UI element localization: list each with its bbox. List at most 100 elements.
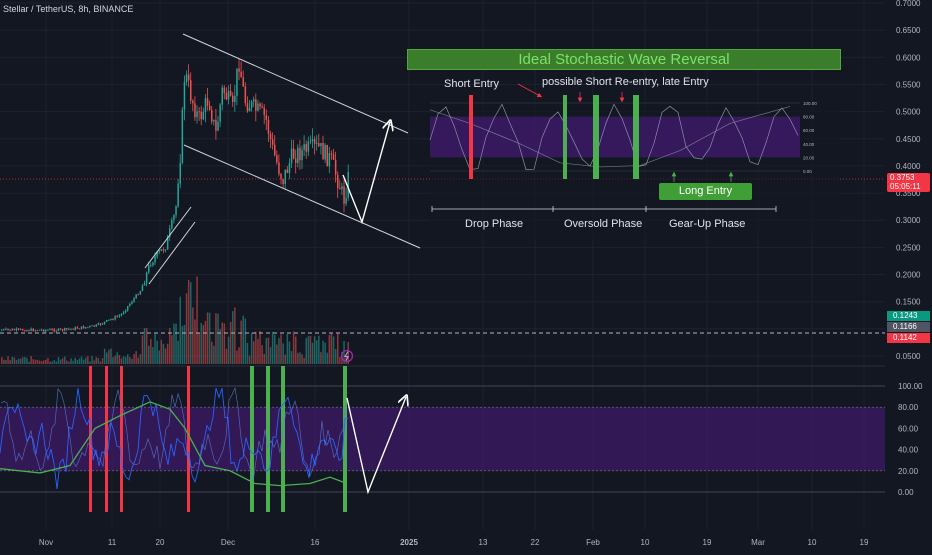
volume-bar bbox=[175, 323, 177, 364]
stoch-tick-label: 20.00 bbox=[898, 467, 919, 476]
volume-bar bbox=[124, 356, 127, 364]
volume-bar bbox=[169, 328, 171, 364]
candle-body bbox=[200, 111, 202, 120]
candle-body bbox=[118, 315, 121, 317]
volume-bar bbox=[280, 334, 282, 364]
candle-body bbox=[282, 179, 284, 185]
candle-body bbox=[175, 206, 177, 216]
candle-body bbox=[148, 265, 150, 273]
candle-body bbox=[112, 319, 114, 320]
volume-bar bbox=[225, 348, 228, 364]
candle-body bbox=[202, 112, 205, 120]
volume-bar bbox=[80, 356, 83, 364]
volume-bar bbox=[257, 338, 259, 364]
candle-body bbox=[55, 330, 58, 332]
volume-bar bbox=[36, 359, 39, 364]
candle-body bbox=[9, 329, 11, 331]
time-tick-label: 13 bbox=[479, 538, 488, 547]
volume-bar bbox=[28, 361, 30, 364]
volume-bar bbox=[320, 351, 322, 364]
volume-bar bbox=[9, 360, 11, 364]
candle-body bbox=[11, 329, 13, 331]
candle-body bbox=[139, 290, 142, 295]
volume-bar bbox=[307, 336, 310, 364]
volume-bar bbox=[217, 313, 219, 364]
volume-bar bbox=[238, 347, 240, 364]
candle-body bbox=[303, 144, 305, 150]
volume-bar bbox=[295, 336, 297, 364]
volume-bar bbox=[322, 340, 324, 364]
inset-tick-label: 60.00 bbox=[803, 128, 815, 133]
candle-body bbox=[307, 141, 310, 152]
candle-body bbox=[154, 256, 156, 263]
candle-body bbox=[290, 148, 293, 164]
candle-body bbox=[192, 100, 194, 104]
candle-body bbox=[1, 329, 3, 331]
candle-body bbox=[334, 159, 337, 175]
candle-body bbox=[261, 106, 263, 108]
price-tick-label: 0.4500 bbox=[896, 135, 921, 144]
volume-bars bbox=[1, 276, 349, 364]
candle-body bbox=[103, 321, 106, 324]
volume-bar bbox=[127, 354, 129, 364]
candle-body bbox=[173, 215, 175, 221]
volume-bar bbox=[248, 355, 251, 364]
candle-body bbox=[326, 144, 328, 167]
volume-bar bbox=[242, 315, 244, 364]
reentry-arrow bbox=[517, 83, 543, 98]
candle-body bbox=[215, 119, 217, 131]
long-signal-bar bbox=[250, 366, 254, 512]
volume-bar bbox=[3, 359, 5, 364]
volume-bar bbox=[347, 342, 349, 364]
stochastic-axis[interactable]: 100.00 80.00 60.00 40.00 20.00 0.00 bbox=[898, 382, 923, 497]
stoch-projection-arrow[interactable] bbox=[346, 397, 406, 495]
volume-bar bbox=[61, 358, 64, 364]
green-price-value: 0.1243 bbox=[893, 311, 918, 320]
volume-bar bbox=[68, 361, 70, 364]
candle-body bbox=[89, 325, 91, 327]
price-tick-label: 0.5500 bbox=[896, 80, 921, 89]
channel-drawing[interactable] bbox=[144, 33, 421, 285]
volume-bar bbox=[32, 359, 34, 364]
volume-bar bbox=[133, 354, 135, 364]
inset-tick-label: 80.00 bbox=[803, 115, 815, 120]
candle-body bbox=[74, 327, 76, 330]
projection-arrow[interactable] bbox=[342, 122, 390, 225]
volume-bar bbox=[196, 276, 198, 364]
price-tick-label: 0.0500 bbox=[896, 352, 921, 361]
candle-body bbox=[57, 328, 60, 331]
volume-bar bbox=[85, 357, 87, 364]
candle-body bbox=[162, 249, 165, 251]
inset-tick-label: 0.00 bbox=[803, 169, 812, 174]
candle-body bbox=[152, 262, 154, 266]
price-tick-label: 0.6000 bbox=[896, 53, 921, 62]
volume-bar bbox=[70, 358, 72, 364]
short-signal-bar bbox=[120, 366, 123, 512]
time-tick-label: 20 bbox=[156, 538, 165, 547]
red-price-value: 0.1142 bbox=[893, 333, 917, 342]
candle-body bbox=[345, 197, 347, 204]
volume-bar bbox=[263, 353, 265, 364]
volume-bar bbox=[59, 359, 62, 364]
inset-k-line bbox=[429, 103, 799, 171]
candle-body bbox=[49, 329, 51, 331]
volume-bar bbox=[250, 332, 253, 364]
volume-bar bbox=[55, 361, 58, 364]
volume-bar bbox=[297, 352, 299, 364]
candle-body bbox=[299, 147, 301, 161]
candle-body bbox=[43, 329, 45, 332]
volume-bar bbox=[91, 356, 93, 364]
volume-bar bbox=[120, 358, 123, 364]
candle-body bbox=[288, 163, 291, 173]
time-axis[interactable]: Nov 11 20 Dec 16 2025 13 22 Feb 10 19 Mar 10 19 bbox=[39, 538, 869, 547]
candle-body bbox=[19, 328, 22, 330]
last-price-value: 0.3753 bbox=[890, 173, 915, 182]
flash-event-icon[interactable] bbox=[340, 349, 354, 363]
candle-body bbox=[196, 111, 198, 118]
candle-body bbox=[347, 172, 349, 198]
price-tick-label: 0.3500 bbox=[896, 189, 921, 198]
candle-body bbox=[236, 68, 238, 96]
stoch-tick-label: 0.00 bbox=[898, 488, 914, 497]
